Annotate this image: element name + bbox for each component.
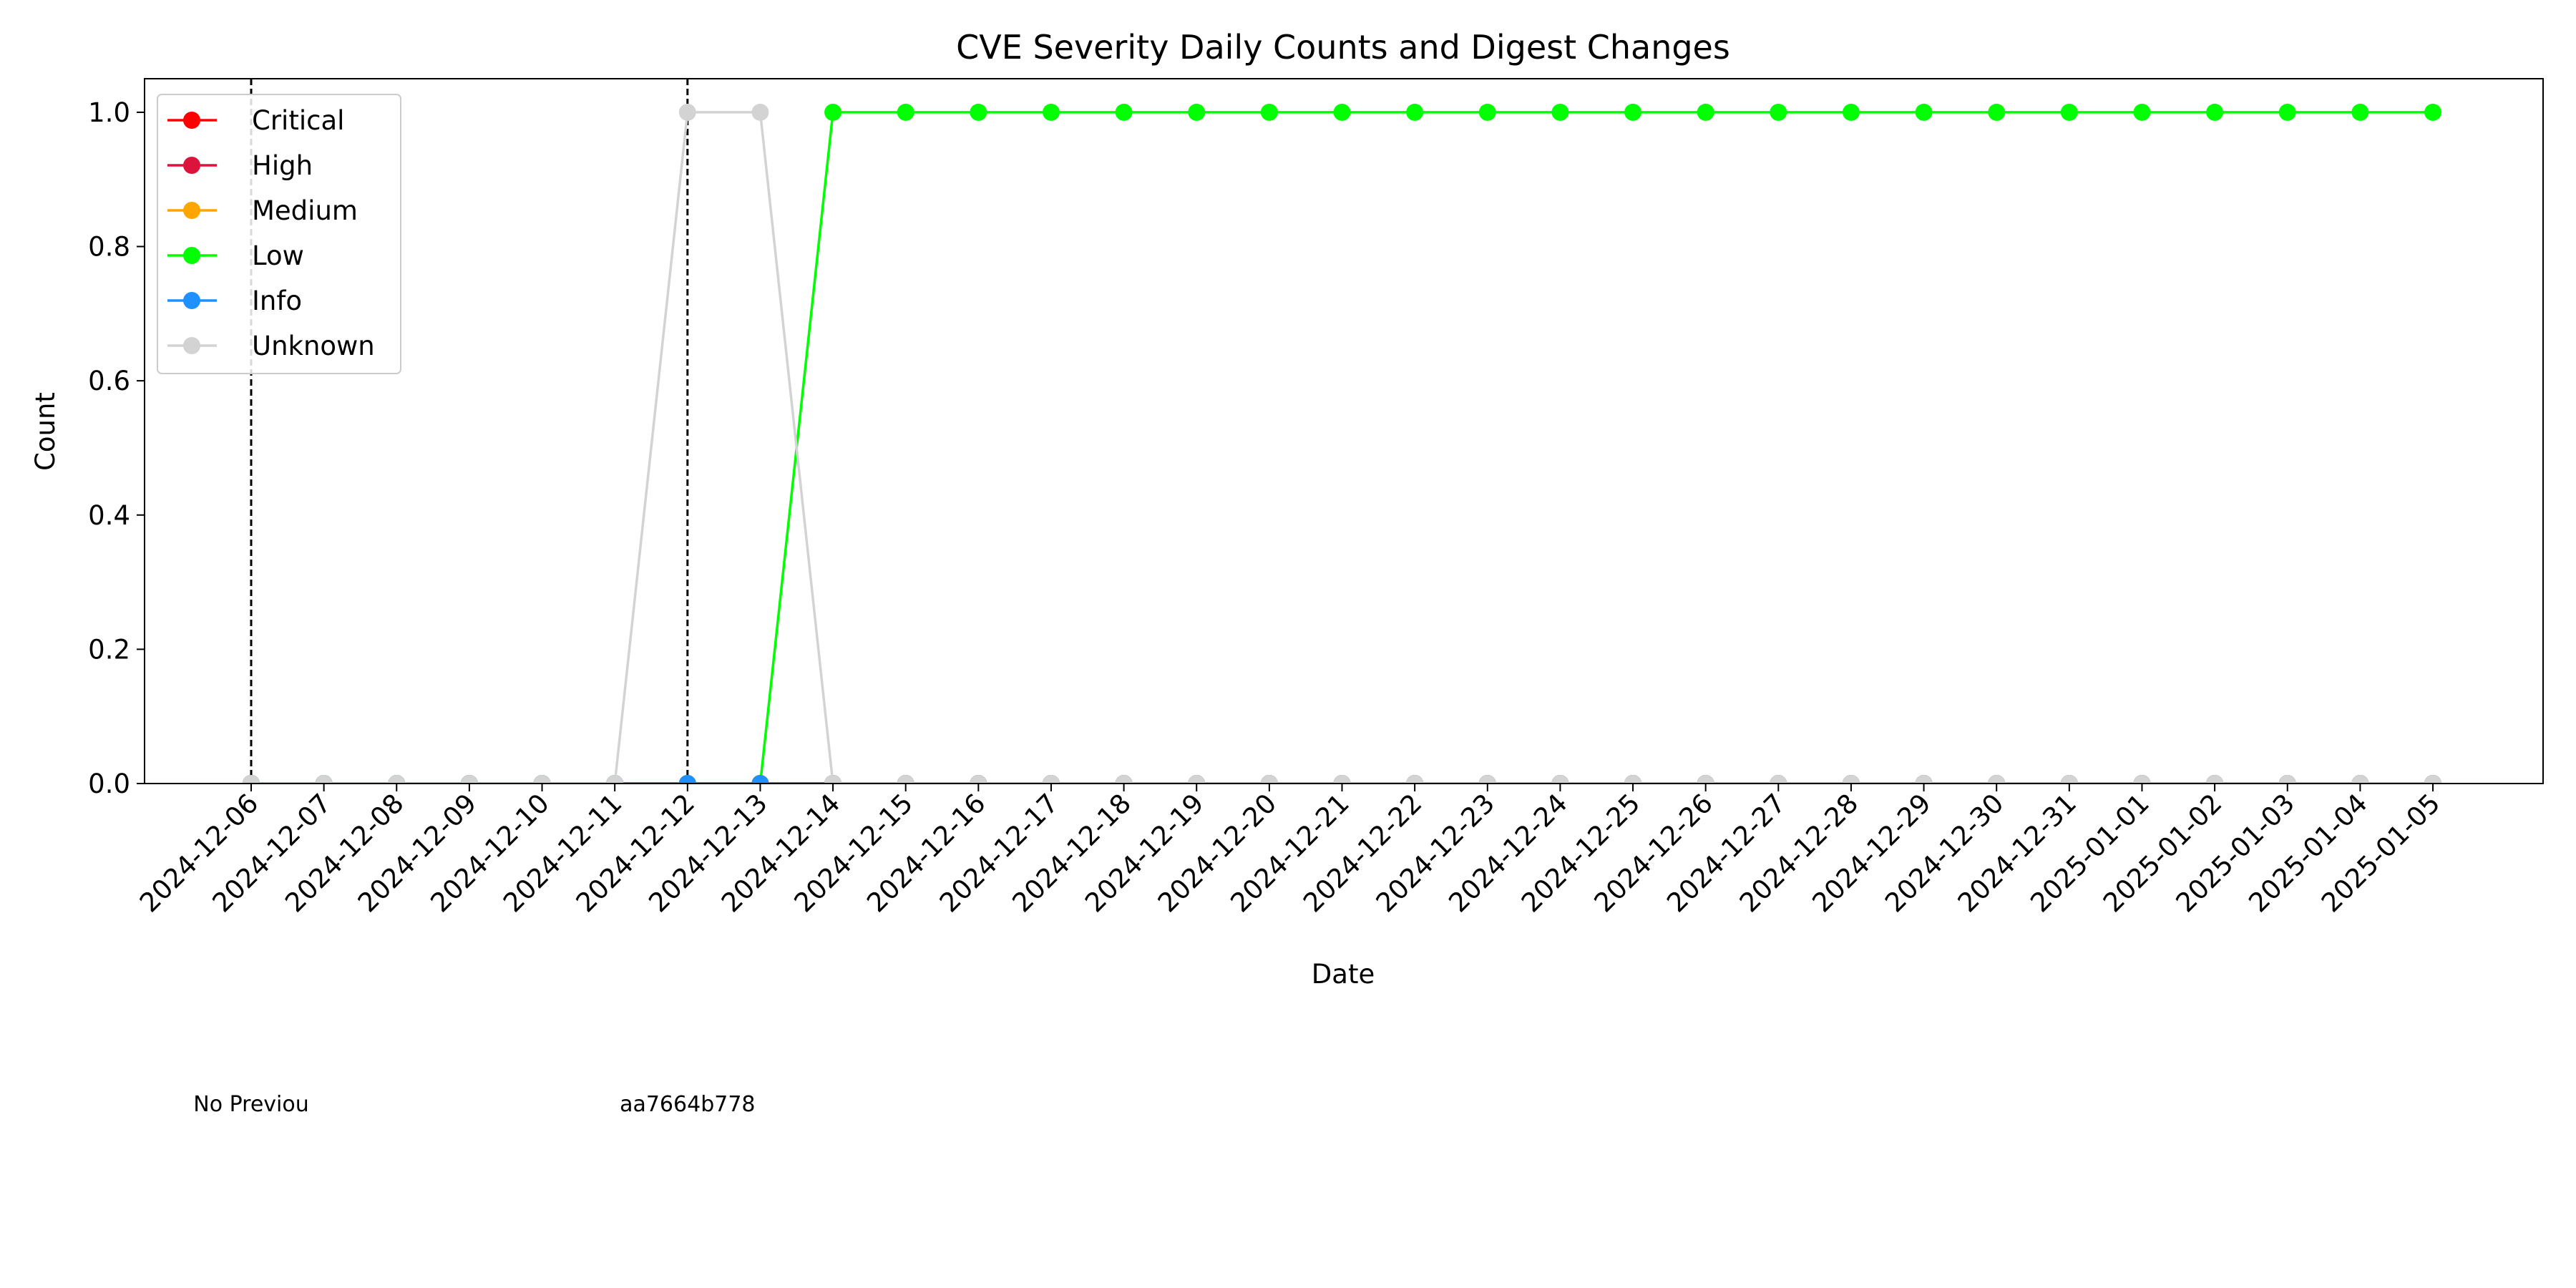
series-marker [1188, 103, 1206, 121]
series-marker [606, 775, 624, 784]
y-axis-label: Count [30, 392, 61, 471]
series-marker [1551, 103, 1569, 121]
series-marker [2060, 103, 2078, 121]
series-marker [678, 775, 696, 784]
series-marker [1406, 103, 1424, 121]
series-marker [1042, 103, 1060, 121]
series-marker [1697, 775, 1714, 784]
series-marker [2351, 103, 2369, 121]
series-marker [2206, 103, 2224, 121]
series-marker [2133, 103, 2151, 121]
series-marker [2278, 103, 2296, 121]
series-marker [1842, 103, 1860, 121]
legend-label: High [252, 150, 313, 181]
legend-label: Critical [252, 105, 344, 136]
series-marker [1115, 103, 1133, 121]
digest-change-label: aa7664b778 [620, 1092, 755, 1117]
series-marker [1988, 775, 2006, 784]
legend-label: Info [252, 286, 302, 316]
series-marker [1770, 103, 1787, 121]
series-marker [751, 103, 769, 121]
series-marker [1478, 103, 1496, 121]
series-marker [388, 775, 406, 784]
series-marker [1624, 103, 1642, 121]
series-marker [1624, 775, 1642, 784]
y-tick-label: 0.0 [88, 769, 130, 799]
series-marker [2060, 775, 2078, 784]
legend-marker [183, 157, 200, 174]
series-marker [897, 775, 914, 784]
series-marker [1333, 775, 1351, 784]
series-marker [1115, 775, 1133, 784]
series-marker [2424, 103, 2441, 121]
y-tick-label: 0.2 [88, 634, 130, 665]
series-marker [1406, 775, 1424, 784]
series-marker [824, 103, 842, 121]
legend-label: Medium [252, 195, 358, 226]
series-marker [1260, 775, 1278, 784]
series-marker [2278, 775, 2296, 784]
legend-label: Unknown [252, 331, 375, 361]
series-marker [1260, 103, 1278, 121]
x-axis-label: Date [1312, 959, 1375, 990]
plot-frame [144, 78, 2544, 784]
series-marker [1042, 775, 1060, 784]
series-marker [1915, 775, 1933, 784]
series-marker [1333, 103, 1351, 121]
legend-marker [183, 202, 200, 219]
legend-marker [183, 112, 200, 129]
series-marker [1551, 775, 1569, 784]
series-marker [2206, 775, 2224, 784]
series-marker [2351, 775, 2369, 784]
chart-title: CVE Severity Daily Counts and Digest Cha… [956, 28, 1730, 67]
series-marker [315, 775, 333, 784]
y-tick-label: 1.0 [88, 97, 130, 128]
series-marker [1188, 775, 1206, 784]
legend-label: Low [252, 240, 304, 271]
series-marker [460, 775, 478, 784]
series-marker [1478, 775, 1496, 784]
series-marker [243, 775, 260, 784]
series-marker [1915, 103, 1933, 121]
series-marker [1770, 775, 1787, 784]
series-marker [751, 775, 769, 784]
series-marker [970, 775, 987, 784]
series-marker [897, 103, 914, 121]
y-tick-label: 0.4 [88, 500, 130, 531]
series-marker [2133, 775, 2151, 784]
series-marker [1842, 775, 1860, 784]
series-marker [678, 103, 696, 121]
series-marker [824, 775, 842, 784]
y-tick-label: 0.8 [88, 232, 130, 263]
legend-marker [183, 247, 200, 264]
series-marker [2424, 775, 2441, 784]
legend-box [157, 94, 401, 374]
series-marker [970, 103, 987, 121]
plot-area [243, 103, 2441, 784]
y-tick-label: 0.6 [88, 366, 130, 396]
series-marker [533, 775, 551, 784]
series-marker [1988, 103, 2006, 121]
legend-marker [183, 337, 200, 354]
digest-change-label: No Previou [193, 1092, 308, 1117]
legend-marker [183, 292, 200, 309]
series-marker [1697, 103, 1714, 121]
